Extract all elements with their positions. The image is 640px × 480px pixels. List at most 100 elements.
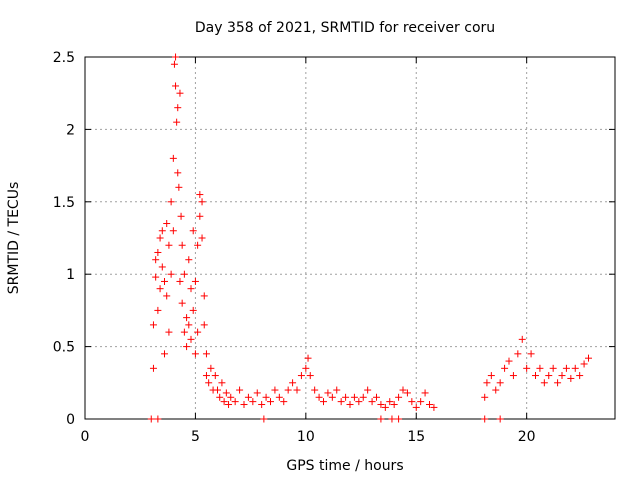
data-point bbox=[320, 398, 327, 406]
data-point bbox=[194, 241, 202, 249]
data-point bbox=[187, 335, 195, 343]
data-point bbox=[386, 398, 394, 406]
data-point bbox=[337, 398, 345, 406]
data-point bbox=[359, 393, 367, 401]
data-point bbox=[163, 292, 171, 300]
data-point bbox=[220, 398, 228, 406]
data-point bbox=[342, 393, 350, 401]
data-point bbox=[240, 401, 248, 409]
data-point bbox=[216, 393, 224, 401]
data-point bbox=[408, 398, 416, 406]
data-point bbox=[275, 393, 283, 401]
data-point bbox=[173, 118, 181, 126]
data-point bbox=[532, 372, 539, 380]
data-point bbox=[328, 393, 336, 401]
data-point bbox=[350, 393, 358, 401]
data-point bbox=[324, 389, 332, 397]
data-point bbox=[174, 104, 182, 112]
data-point bbox=[518, 335, 526, 343]
data-point bbox=[222, 389, 230, 397]
data-point bbox=[373, 393, 380, 401]
x-tick-label: 15 bbox=[407, 429, 425, 445]
data-point bbox=[178, 241, 186, 249]
data-point bbox=[196, 212, 204, 220]
data-point bbox=[227, 393, 235, 401]
x-tick-label: 5 bbox=[191, 429, 200, 445]
data-point bbox=[346, 401, 354, 409]
data-point bbox=[585, 354, 592, 362]
data-point bbox=[260, 415, 268, 423]
data-point bbox=[147, 415, 155, 423]
data-point bbox=[390, 401, 398, 409]
data-point bbox=[183, 343, 191, 351]
data-point bbox=[527, 350, 535, 358]
chart-title: Day 358 of 2021, SRMTID for receiver cor… bbox=[195, 20, 495, 36]
data-point bbox=[280, 398, 288, 406]
data-point bbox=[267, 398, 274, 406]
data-point bbox=[165, 328, 173, 336]
data-point bbox=[174, 169, 182, 177]
y-axis-label: SRMTID / TECUs bbox=[6, 182, 22, 295]
data-point bbox=[311, 386, 319, 394]
data-point bbox=[426, 401, 433, 409]
data-point bbox=[289, 379, 297, 387]
data-point bbox=[509, 372, 517, 380]
data-point bbox=[540, 379, 548, 387]
data-point bbox=[258, 401, 266, 409]
data-point bbox=[536, 364, 544, 372]
data-point bbox=[284, 386, 292, 394]
data-point bbox=[253, 389, 261, 397]
data-point bbox=[549, 364, 557, 372]
data-point bbox=[180, 270, 188, 278]
data-point bbox=[200, 321, 208, 329]
data-point bbox=[399, 386, 407, 394]
data-point bbox=[165, 241, 173, 249]
data-point bbox=[185, 321, 193, 329]
x-tick-label: 20 bbox=[518, 429, 536, 445]
y-tick-label: 0 bbox=[66, 412, 75, 428]
data-point bbox=[231, 398, 239, 406]
data-point bbox=[487, 372, 495, 380]
data-point bbox=[156, 285, 164, 293]
data-point bbox=[302, 364, 310, 372]
data-point bbox=[154, 248, 162, 256]
data-point bbox=[501, 364, 509, 372]
x-tick-label: 0 bbox=[81, 429, 90, 445]
data-point bbox=[178, 299, 186, 307]
data-point bbox=[158, 263, 166, 271]
data-point bbox=[176, 277, 184, 285]
data-point bbox=[571, 364, 579, 372]
data-point bbox=[152, 273, 160, 281]
data-point bbox=[514, 350, 522, 358]
data-point bbox=[364, 386, 372, 394]
data-point bbox=[175, 183, 183, 191]
data-point bbox=[183, 314, 191, 322]
data-point bbox=[200, 292, 208, 300]
data-point bbox=[355, 398, 363, 406]
data-point bbox=[156, 234, 164, 242]
data-point bbox=[576, 372, 584, 380]
data-point bbox=[167, 198, 175, 206]
data-point bbox=[154, 415, 162, 423]
data-point bbox=[496, 379, 504, 387]
data-point bbox=[249, 398, 257, 406]
data-point bbox=[167, 270, 175, 278]
data-point bbox=[496, 415, 504, 423]
data-point bbox=[304, 354, 312, 362]
data-point bbox=[271, 386, 279, 394]
data-point bbox=[176, 89, 184, 97]
data-point bbox=[191, 277, 199, 285]
data-point bbox=[170, 60, 178, 68]
y-tick-label: 2 bbox=[66, 122, 75, 138]
data-point bbox=[198, 198, 206, 206]
data-point bbox=[368, 398, 376, 406]
data-point bbox=[545, 372, 553, 380]
data-point bbox=[202, 372, 210, 380]
y-tick-label: 1.5 bbox=[53, 195, 75, 211]
data-point bbox=[492, 386, 500, 394]
data-point bbox=[187, 285, 195, 293]
data-point bbox=[161, 277, 168, 285]
y-tick-label: 1 bbox=[66, 267, 75, 283]
data-point bbox=[211, 372, 219, 380]
